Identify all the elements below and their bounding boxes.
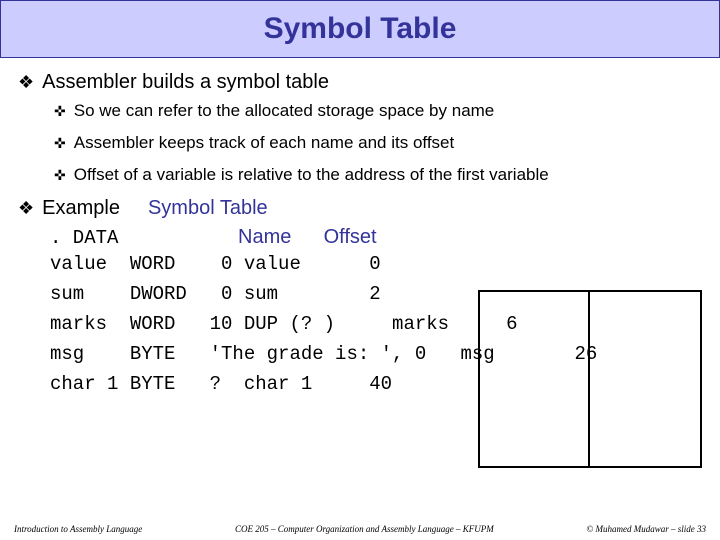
sub-bullet-text: So we can refer to the allocated storage… [74,100,495,122]
footer-mid: COE 205 – Computer Organization and Asse… [142,524,586,534]
data-line: sum DWORD 0 sum 2 [50,279,702,309]
data-line: msg BYTE 'The grade is: ', 0 msg 26 [50,339,702,369]
slide-footer: Introduction to Assembly Language COE 20… [0,524,720,534]
symbol-table-label: Symbol Table [148,197,268,220]
example-label: Example [42,196,120,220]
name-offset-header: Name Offset [238,226,377,249]
example-row: ❖ Example Symbol Table [18,196,702,220]
main-bullet-text: Assembler builds a symbol table [42,70,329,94]
diamond-icon: ❖ [18,196,34,220]
sub-bullet-text: Offset of a variable is relative to the … [74,164,549,186]
data-header: . DATA Name Offset [50,226,702,249]
crosslet-icon: ✜ [54,100,66,122]
slide-content: ❖ Assembler builds a symbol table ✜ So w… [0,58,720,399]
data-keyword: . DATA [50,227,238,249]
crosslet-icon: ✜ [54,132,66,154]
main-bullet-row: ❖ Assembler builds a symbol table [18,70,702,94]
crosslet-icon: ✜ [54,164,66,186]
footer-left: Introduction to Assembly Language [14,524,142,534]
diamond-icon: ❖ [18,70,34,94]
sub-bullet-row: ✜ Offset of a variable is relative to th… [54,164,702,186]
sub-bullet-text: Assembler keeps track of each name and i… [74,132,455,154]
title-bar: Symbol Table [0,0,720,58]
slide-title: Symbol Table [264,12,457,46]
data-line: value WORD 0 value 0 [50,249,702,279]
footer-right: © Muhamed Mudawar – slide 33 [586,524,706,534]
data-block: . DATA Name Offset value WORD 0 value 0 … [18,226,702,399]
sub-bullet-row: ✜ So we can refer to the allocated stora… [54,100,702,122]
data-line: marks WORD 10 DUP (? ) marks 6 [50,309,702,339]
data-line: char 1 BYTE ? char 1 40 [50,369,702,399]
sub-bullet-row: ✜ Assembler keeps track of each name and… [54,132,702,154]
name-col-header: Name [238,226,318,249]
offset-col-header: Offset [324,226,377,249]
sub-bullets: ✜ So we can refer to the allocated stora… [18,100,702,186]
